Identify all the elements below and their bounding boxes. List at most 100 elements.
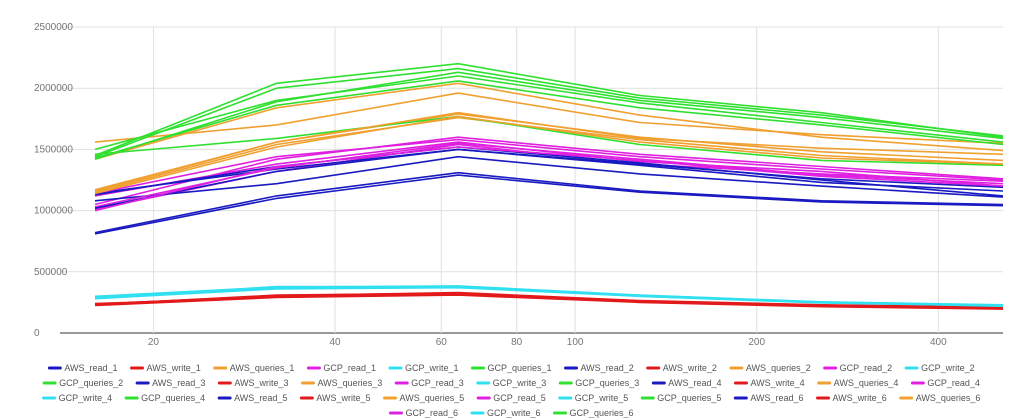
legend-label: AWS_write_5 [316,393,370,403]
legend-item[interactable]: AWS_write_3 [217,378,289,388]
series-line-aws-write-6 [94,293,1004,310]
legend-label: AWS_read_6 [750,393,803,403]
legend-item[interactable]: AWS_queries_1 [213,363,295,373]
legend-item[interactable]: AWS_read_2 [564,363,634,373]
series-line-gcp-queries-5 [94,71,1004,160]
legend-label: GCP_write_5 [575,393,629,403]
x-tick-label: 100 [567,337,584,348]
legend-item[interactable]: GCP_queries_2 [42,378,123,388]
x-tick-label: 400 [930,337,947,348]
legend-label: GCP_write_2 [921,363,975,373]
legend-item[interactable]: GCP_read_5 [476,393,546,403]
legend-item[interactable]: GCP_queries_6 [553,408,634,418]
legend-item[interactable]: GCP_queries_5 [640,393,721,403]
legend-item[interactable]: AWS_queries_4 [817,378,899,388]
legend-label: AWS_queries_3 [318,378,383,388]
series-line-aws-read-2 [94,174,1004,235]
legend-label: GCP_read_1 [323,363,376,373]
legend-item[interactable]: AWS_read_3 [135,378,205,388]
series-line-aws-queries-1 [94,92,1004,145]
y-tick-label: 0 [34,328,40,339]
legend-label: GCP_write_4 [59,393,113,403]
axes: 0 500000 1000000 1500000 2000000 2500000 20 40 6… [34,22,947,348]
y-tick-label: 2500000 [34,22,73,33]
legend-label: GCP_queries_1 [487,363,551,373]
legend-item[interactable]: GCP_write_1 [388,363,459,373]
legend-item[interactable]: GCP_read_4 [910,378,980,388]
legend-item[interactable]: GCP_write_4 [42,393,113,403]
legend-item[interactable]: GCP_read_2 [823,363,893,373]
series-line-gcp-queries-1 [94,67,1004,158]
x-tick-label: 40 [329,337,341,348]
x-tick-label: 60 [436,337,448,348]
legend-label: GCP_read_5 [493,393,546,403]
legend-label: GCP_read_3 [411,378,464,388]
series-line-aws-read-6 [94,148,1004,209]
legend-item[interactable]: AWS_queries_3 [301,378,383,388]
series-lines [94,62,1004,310]
legend-item[interactable]: AWS_read_6 [733,393,804,403]
legend-item[interactable]: AWS_read_5 [217,393,287,403]
legend-label: AWS_queries_6 [916,393,981,403]
legend-item[interactable]: GCP_queries_4 [124,393,205,403]
legend-label: GCP_queries_5 [657,393,721,403]
legend-label: AWS_write_3 [234,378,288,388]
legend-item[interactable]: GCP_read_3 [394,378,464,388]
legend-label: AWS_queries_5 [400,393,465,403]
legend-item[interactable]: GCP_queries_1 [470,363,552,373]
series-line-aws-read-5 [94,146,1004,197]
legend-item[interactable]: AWS_write_1 [130,363,201,373]
legend-item[interactable]: AWS_queries_2 [729,363,811,373]
legend-label: GCP_write_6 [487,408,541,418]
legend-item[interactable]: AWS_write_2 [646,363,717,373]
legend-item[interactable]: GCP_read_6 [388,408,458,418]
legend-item[interactable]: GCP_write_5 [558,393,629,403]
y-tick-label: 1000000 [34,206,73,217]
legend-label: GCP_queries_4 [141,393,205,403]
series-line-gcp-queries-4 [94,115,1004,167]
legend-label: AWS_write_2 [663,363,717,373]
y-tick-label: 1500000 [34,144,73,155]
legend-label: AWS_write_6 [833,393,887,403]
series-line-aws-read-1 [94,171,1004,234]
legend-item[interactable]: GCP_write_3 [476,378,547,388]
legend-item[interactable]: GCP_read_1 [306,363,376,373]
series-line-gcp-queries-6 [94,62,1004,157]
series-line-gcp-read-2 [94,136,1004,206]
series-line-gcp-read-4 [94,138,1004,195]
series-line-gcp-queries-2 [94,75,1004,151]
legend-label: GCP_write_3 [493,378,547,388]
legend-label: GCP_queries_3 [575,378,639,388]
legend-item[interactable]: GCP_write_6 [470,408,541,418]
legend-item[interactable]: AWS_queries_6 [899,393,981,403]
legend-label: AWS_read_1 [64,363,117,373]
legend-label: AWS_read_4 [668,378,721,388]
legend-item[interactable]: GCP_queries_3 [558,378,639,388]
legend-item[interactable]: AWS_read_1 [47,363,118,373]
series-line-gcp-read-6 [94,146,1004,212]
legend-label: GCP_queries_2 [59,378,123,388]
legend: AWS_read_1 AWS_write_1 AWS_queries_1 GCP_re… [42,363,981,418]
legend-label: AWS_read_2 [581,363,634,373]
legend-label: GCP_queries_6 [570,408,634,418]
x-tick-label: 200 [748,337,765,348]
legend-label: AWS_queries_4 [834,378,899,388]
legend-label: AWS_queries_2 [746,363,811,373]
series-line-aws-read-3 [94,155,1004,202]
legend-label: AWS_queries_1 [230,363,295,373]
legend-item[interactable]: AWS_queries_5 [383,393,465,403]
legend-item[interactable]: GCP_write_2 [904,363,975,373]
x-tick-label: 80 [511,337,523,348]
legend-label: GCP_read_4 [927,378,980,388]
legend-item[interactable]: AWS_write_5 [299,393,371,403]
x-tick-label: 20 [148,337,160,348]
legend-label: AWS_write_4 [750,378,804,388]
legend-item[interactable]: AWS_write_6 [816,393,887,403]
legend-label: AWS_read_3 [152,378,205,388]
series-line-gcp-write-6 [94,285,1004,307]
legend-item[interactable]: AWS_write_4 [733,378,805,388]
legend-item[interactable]: AWS_read_4 [651,378,722,388]
legend-label: AWS_write_1 [147,363,201,373]
